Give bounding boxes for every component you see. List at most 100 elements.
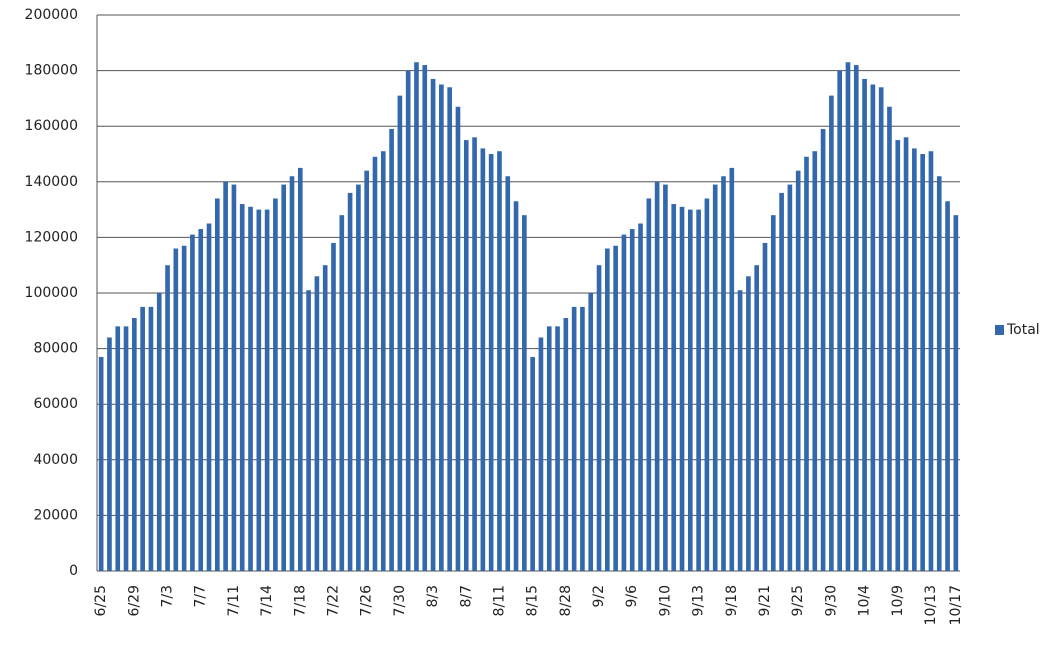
bar	[737, 290, 743, 571]
y-tick-label: 140000	[25, 174, 78, 190]
bar	[447, 87, 452, 571]
y-tick-label: 180000	[25, 63, 78, 79]
bar	[530, 356, 535, 571]
x-tick-label: 9/13	[691, 585, 707, 616]
bar	[98, 356, 104, 571]
bar	[853, 65, 859, 571]
bar	[580, 306, 585, 571]
x-tick-label: 8/7	[458, 585, 474, 608]
bar	[264, 209, 270, 571]
x-tick-label: 8/15	[525, 585, 541, 616]
bar	[820, 128, 826, 572]
bar	[380, 151, 386, 571]
bar	[845, 62, 851, 571]
bar	[671, 204, 677, 572]
bar	[198, 229, 204, 571]
x-tick-label: 10/4	[857, 585, 873, 617]
x-tick-label: 8/28	[558, 585, 574, 616]
bar	[439, 84, 444, 571]
bar	[770, 215, 776, 571]
bar	[795, 170, 801, 571]
x-tick-label: 7/7	[193, 585, 209, 608]
bar	[687, 209, 693, 571]
bar	[596, 265, 602, 571]
x-tick-label: 9/18	[724, 585, 740, 616]
x-tick-label: 9/25	[790, 585, 806, 616]
bar	[945, 201, 950, 571]
bar	[214, 198, 220, 572]
bar	[107, 337, 112, 571]
bar	[613, 245, 618, 572]
bar	[115, 326, 121, 571]
x-tick-label: 10/17	[948, 585, 964, 625]
x-tick-label: 9/10	[657, 585, 673, 616]
bar	[878, 87, 884, 571]
bar	[563, 318, 569, 571]
bar	[505, 176, 511, 572]
bar	[190, 234, 195, 571]
bar	[605, 248, 610, 571]
bar	[621, 234, 627, 571]
legend-swatch	[995, 325, 1004, 335]
y-tick-label: 200000	[25, 7, 78, 23]
x-tick-label: 6/29	[126, 585, 142, 616]
x-tick-label: 7/14	[259, 585, 275, 617]
x-tick-label: 7/18	[292, 585, 308, 616]
bar	[638, 223, 643, 571]
bar	[231, 184, 237, 571]
bar	[414, 62, 419, 571]
x-tick-label: 7/26	[359, 585, 375, 617]
y-tick-label: 40000	[33, 452, 78, 468]
bar	[339, 215, 345, 571]
bar	[256, 209, 262, 571]
y-tick-label: 80000	[33, 341, 78, 357]
bar	[779, 192, 784, 572]
bar	[920, 154, 925, 571]
bar	[497, 151, 502, 571]
bar	[331, 242, 336, 571]
bar	[297, 167, 303, 571]
bar	[248, 206, 253, 571]
x-tick-label: 7/3	[160, 585, 176, 608]
bar	[347, 192, 353, 572]
x-tick-label: 8/3	[425, 585, 441, 608]
bar	[712, 184, 718, 571]
bar	[829, 95, 834, 572]
bar	[903, 137, 909, 571]
y-tick-label: 60000	[33, 396, 78, 412]
bar	[148, 306, 154, 571]
bar	[488, 154, 494, 571]
bar	[156, 293, 162, 571]
bar	[173, 248, 179, 571]
x-tick-label: 7/22	[325, 585, 341, 616]
y-tick-label: 120000	[25, 229, 78, 245]
bar	[239, 204, 245, 572]
bar	[704, 198, 710, 572]
bar	[837, 70, 843, 571]
bar	[389, 128, 394, 572]
bar	[132, 318, 137, 571]
x-tick-label: 9/6	[624, 585, 640, 608]
bar	[787, 184, 793, 571]
bar	[588, 293, 594, 571]
bar	[405, 70, 411, 571]
legend-label: Total	[1006, 322, 1040, 338]
bar	[555, 326, 560, 571]
x-tick-label: 7/30	[392, 585, 408, 616]
bar	[679, 206, 685, 571]
bar	[356, 184, 361, 571]
y-tick-label: 160000	[25, 118, 78, 134]
bar	[953, 215, 959, 571]
bar	[273, 198, 278, 572]
x-tick-label: 8/11	[491, 585, 507, 616]
bar	[165, 265, 170, 571]
x-tick-label: 10/9	[890, 585, 906, 616]
bar	[306, 290, 311, 571]
bar	[289, 176, 295, 572]
bar	[430, 78, 436, 571]
x-tick-label: 9/2	[591, 585, 607, 608]
bar	[646, 198, 652, 572]
bar	[513, 201, 519, 571]
bar	[397, 95, 403, 572]
